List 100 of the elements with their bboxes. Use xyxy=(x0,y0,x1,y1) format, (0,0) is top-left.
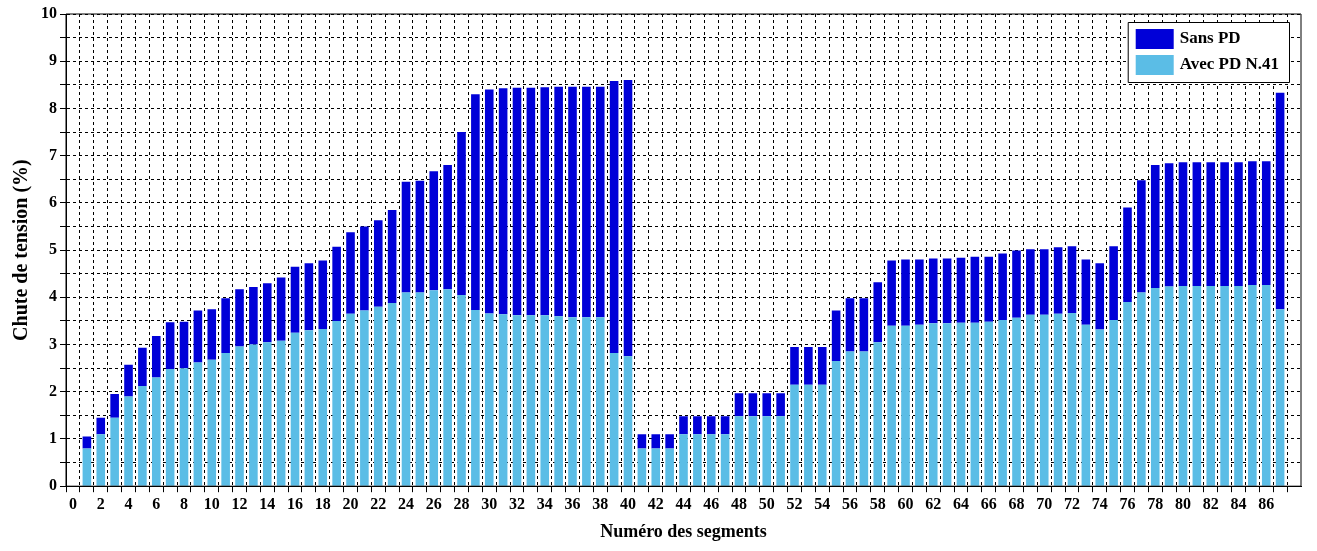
y-tick-label: 10 xyxy=(41,4,57,22)
bar xyxy=(1109,246,1118,320)
bar xyxy=(887,260,896,326)
bar xyxy=(415,180,425,293)
x-tick-label: 6 xyxy=(152,494,161,512)
bar xyxy=(817,384,827,486)
x-axis-title: Numéro des segments xyxy=(600,520,767,541)
bar xyxy=(831,310,841,362)
bar xyxy=(790,346,799,385)
y-tick-label: 8 xyxy=(49,98,57,116)
bar xyxy=(1220,162,1229,286)
bar xyxy=(748,393,758,417)
bar xyxy=(1012,250,1021,318)
bar xyxy=(138,386,147,486)
bar xyxy=(304,263,314,331)
bar xyxy=(262,283,272,343)
bar xyxy=(1206,285,1216,486)
x-tick-label: 78 xyxy=(1147,494,1164,512)
bar xyxy=(1081,259,1091,325)
bar xyxy=(221,298,230,354)
bar xyxy=(1234,285,1243,486)
bar xyxy=(734,416,744,486)
x-tick-label: 84 xyxy=(1230,494,1247,512)
x-tick-label: 68 xyxy=(1008,494,1025,512)
bar xyxy=(124,364,133,397)
bar xyxy=(651,434,661,449)
bar xyxy=(887,325,896,486)
x-tick-label: 50 xyxy=(758,494,775,512)
bar xyxy=(373,220,383,307)
bar xyxy=(928,258,938,324)
bar xyxy=(554,316,563,486)
bar xyxy=(817,346,827,385)
bar xyxy=(1067,246,1077,313)
bar xyxy=(471,310,480,486)
bar xyxy=(110,394,119,418)
bar xyxy=(1234,162,1243,286)
bar xyxy=(998,319,1007,486)
x-tick-label: 4 xyxy=(124,494,133,512)
bar xyxy=(443,165,452,290)
y-tick-label: 6 xyxy=(49,193,57,211)
x-tick-label: 34 xyxy=(536,494,553,512)
x-tick-label: 86 xyxy=(1258,494,1275,512)
x-tick-label: 46 xyxy=(703,494,720,512)
bar xyxy=(665,448,674,486)
bar xyxy=(290,332,300,486)
bar xyxy=(484,313,494,486)
bar xyxy=(679,416,688,435)
bar xyxy=(984,321,994,486)
bar xyxy=(859,298,869,352)
bar xyxy=(776,416,785,486)
x-tick-label: 80 xyxy=(1174,494,1191,512)
bar xyxy=(82,448,92,486)
bar xyxy=(1095,263,1105,330)
bar xyxy=(346,313,355,486)
bar xyxy=(457,132,466,295)
x-tick-label: 18 xyxy=(314,494,331,512)
x-tick-label: 56 xyxy=(842,494,858,512)
bar xyxy=(401,181,411,293)
bar xyxy=(956,257,966,323)
y-tick-label: 0 xyxy=(49,476,57,494)
bar xyxy=(748,416,758,486)
bar xyxy=(942,323,952,486)
legend-label: Avec PD N.41 xyxy=(1179,54,1279,74)
bar xyxy=(1261,161,1271,286)
bar xyxy=(734,393,744,417)
x-tick-label: 44 xyxy=(675,494,692,512)
bar xyxy=(415,292,425,486)
bar xyxy=(429,290,439,486)
x-tick-label: 22 xyxy=(370,494,387,512)
bar xyxy=(1178,162,1188,286)
bar xyxy=(859,351,869,486)
x-tick-label: 12 xyxy=(231,494,248,512)
y-tick-label: 3 xyxy=(49,334,57,352)
bar xyxy=(623,80,633,357)
bar xyxy=(984,256,994,322)
bar xyxy=(568,86,577,318)
y-axis-title: Chute de tension (%) xyxy=(9,159,33,341)
x-tick-label: 38 xyxy=(592,494,609,512)
bar xyxy=(165,322,175,370)
bar xyxy=(1067,312,1077,486)
x-tick-label: 40 xyxy=(620,494,636,512)
bar xyxy=(318,260,328,329)
bar xyxy=(373,306,383,486)
bar xyxy=(1248,161,1257,286)
bar xyxy=(915,324,924,486)
bar xyxy=(706,416,716,435)
bar xyxy=(1178,285,1188,486)
bar xyxy=(96,434,106,486)
bar xyxy=(512,87,522,316)
bar xyxy=(332,246,341,321)
bar xyxy=(457,294,466,486)
bar xyxy=(249,286,258,345)
y-tick-label: 5 xyxy=(49,240,57,258)
bar xyxy=(637,434,647,449)
bar xyxy=(679,434,688,486)
x-tick-label: 64 xyxy=(952,494,969,512)
y-tick-label: 9 xyxy=(49,51,57,69)
x-tick-label: 82 xyxy=(1202,494,1219,512)
x-tick-label: 54 xyxy=(814,494,831,512)
bar xyxy=(651,448,661,486)
